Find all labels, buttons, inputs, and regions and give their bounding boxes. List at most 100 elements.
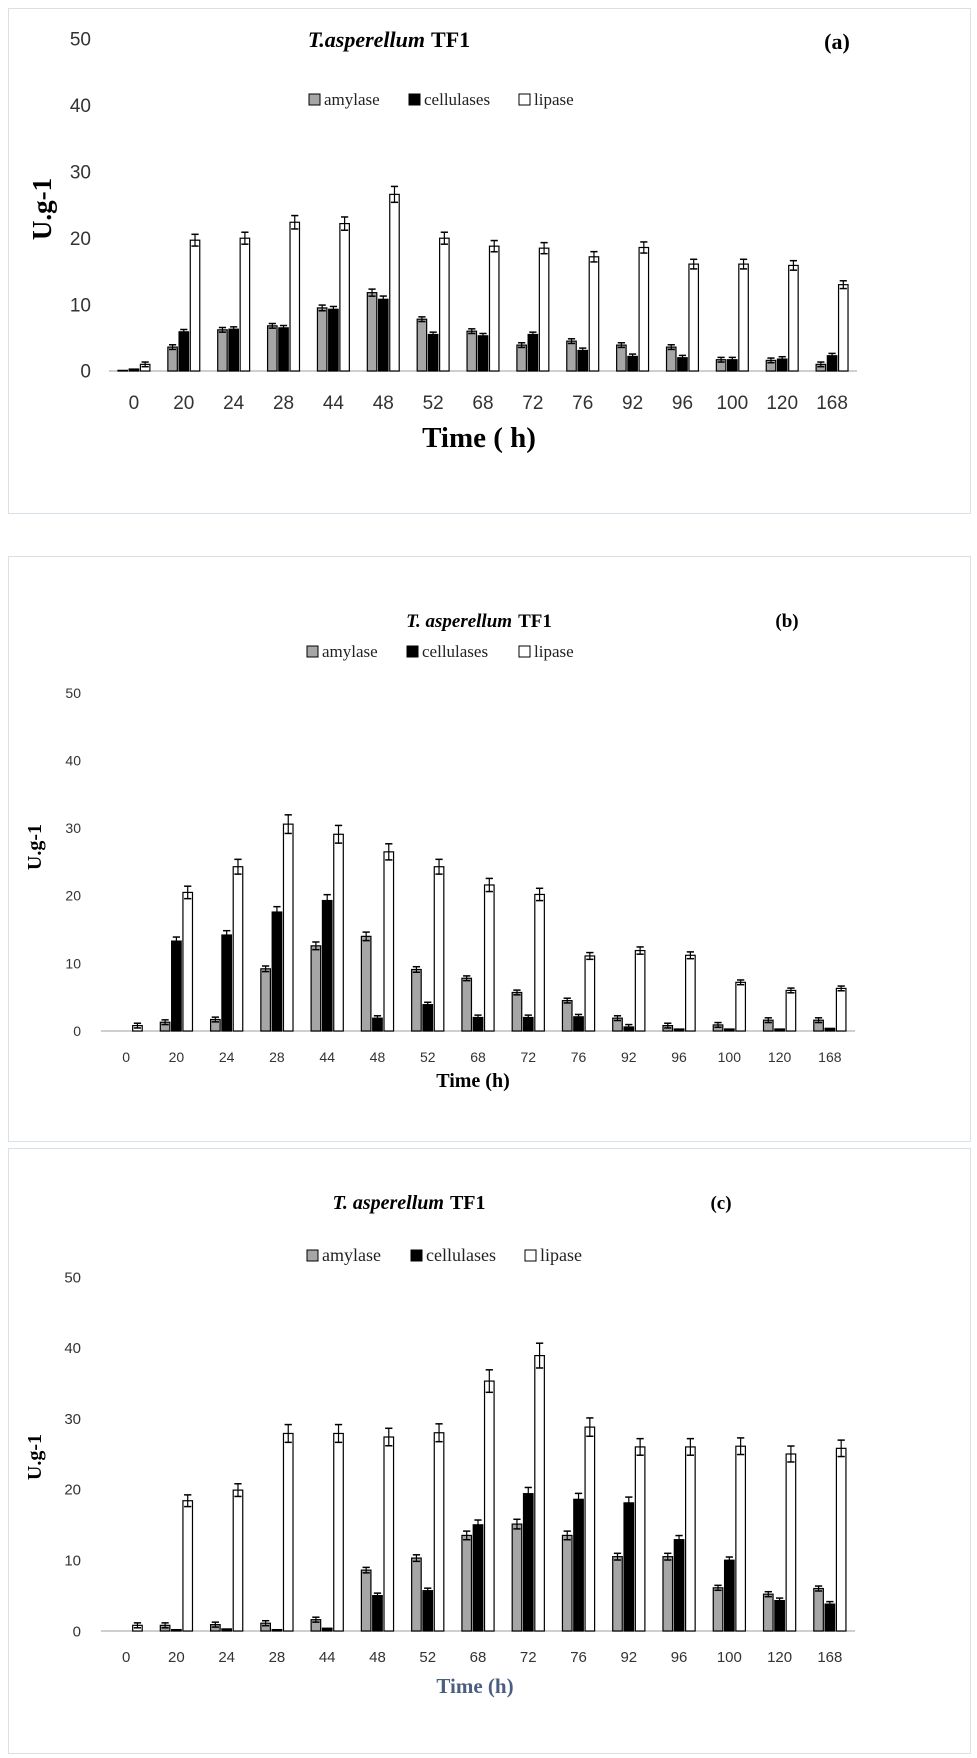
legend-swatch-amylase bbox=[306, 645, 319, 658]
bar-cellulases-168 bbox=[824, 1603, 836, 1632]
x-tick-label: 24 bbox=[219, 1049, 235, 1065]
x-tick-label: 0 bbox=[129, 393, 140, 414]
bar-cellulases-96 bbox=[673, 1028, 685, 1032]
chart-panel-c: T. asperellum TF1 (c) amylase cellulases lipa… bbox=[8, 1148, 971, 1754]
bar-amylase-68 bbox=[466, 330, 478, 372]
bar-lipase-20 bbox=[182, 891, 194, 1032]
legend-swatch-cellulases bbox=[406, 645, 419, 658]
bar-amylase-120 bbox=[762, 1593, 774, 1632]
bar-cellulases-100 bbox=[723, 1028, 735, 1032]
bar-lipase-120 bbox=[785, 989, 797, 1032]
bar-amylase-92 bbox=[612, 1556, 623, 1632]
y-tick-label: 0 bbox=[73, 1623, 81, 1640]
x-tick-label: 68 bbox=[472, 393, 493, 414]
x-tick-label: 92 bbox=[620, 1649, 637, 1666]
x-axis-label: Time (h) bbox=[436, 1674, 513, 1698]
bar-amylase-24 bbox=[217, 329, 228, 372]
bar-cellulases-48 bbox=[377, 298, 389, 372]
bar-amylase-72 bbox=[511, 991, 523, 1032]
bar-lipase-24 bbox=[239, 237, 251, 372]
x-tick-label: 68 bbox=[470, 1049, 486, 1065]
legend-label-lipase: lipase bbox=[534, 642, 574, 661]
x-tick-label: 96 bbox=[671, 1049, 687, 1065]
chart-title-species: T. asperellum bbox=[332, 1192, 444, 1214]
x-tick-label: 0 bbox=[122, 1049, 130, 1065]
legend-label-amylase: amylase bbox=[322, 1245, 381, 1265]
bar-lipase-92 bbox=[634, 1446, 646, 1632]
chart-a-svg: T.asperellum TF1 (a) amylase cellulases lipas… bbox=[27, 27, 857, 454]
x-tick-label: 48 bbox=[369, 1649, 386, 1666]
y-tick-label: 40 bbox=[65, 753, 81, 769]
bar-cellulases-28 bbox=[271, 911, 283, 1032]
y-tick-label: 50 bbox=[64, 1269, 81, 1286]
bar-amylase-76 bbox=[561, 1534, 573, 1632]
bar-lipase-72 bbox=[534, 893, 545, 1032]
x-tick-label: 120 bbox=[766, 393, 798, 414]
x-tick-label: 96 bbox=[671, 1649, 688, 1666]
bar-lipase-28 bbox=[282, 823, 294, 1032]
x-tick-label: 28 bbox=[269, 1649, 286, 1666]
x-tick-label: 72 bbox=[520, 1649, 537, 1666]
bar-cellulases-96 bbox=[673, 1539, 685, 1632]
bar-lipase-44 bbox=[333, 833, 344, 1032]
bar-amylase-72 bbox=[516, 344, 527, 372]
bar-cellulases-0 bbox=[128, 368, 140, 372]
x-tick-label: 48 bbox=[373, 393, 394, 414]
bar-cellulases-28 bbox=[278, 327, 289, 372]
bar-lipase-100 bbox=[735, 981, 747, 1032]
bar-cellulases-52 bbox=[422, 1590, 434, 1632]
chart-title: T.asperellum TF1 bbox=[308, 27, 470, 52]
bar-amylase-20 bbox=[167, 346, 178, 372]
chart-title-strain: TF1 bbox=[431, 27, 470, 52]
bar-lipase-96 bbox=[685, 954, 696, 1032]
chart-title: T. asperellum TF1 bbox=[332, 1192, 485, 1214]
y-tick-label: 0 bbox=[73, 1023, 81, 1039]
bar-cellulases-100 bbox=[723, 1559, 735, 1632]
x-tick-label: 48 bbox=[370, 1049, 386, 1065]
bar-amylase-0 bbox=[117, 369, 129, 372]
bar-amylase-52 bbox=[411, 1557, 422, 1632]
bar-lipase-100 bbox=[738, 263, 749, 372]
bar-cellulases-168 bbox=[824, 1027, 836, 1032]
bar-lipase-44 bbox=[339, 222, 350, 372]
bar-amylase-28 bbox=[266, 325, 278, 372]
bar-cellulases-48 bbox=[372, 1595, 383, 1632]
bar-lipase-68 bbox=[483, 884, 495, 1032]
x-tick-label: 24 bbox=[218, 1649, 235, 1666]
bar-lipase-28 bbox=[282, 1432, 294, 1632]
bar-amylase-100 bbox=[712, 1587, 724, 1632]
x-axis-label: Time ( h) bbox=[422, 422, 536, 454]
bar-lipase-92 bbox=[634, 949, 646, 1032]
bar-lipase-96 bbox=[688, 263, 700, 372]
x-tick-label: 168 bbox=[817, 1649, 842, 1666]
y-tick-label: 30 bbox=[64, 1411, 81, 1428]
y-tick-label: 0 bbox=[80, 362, 91, 383]
bar-cellulases-44 bbox=[321, 1627, 333, 1632]
y-tick-label: 10 bbox=[64, 1552, 81, 1569]
bar-amylase-68 bbox=[461, 1534, 473, 1632]
chart-title-strain: TF1 bbox=[450, 1192, 486, 1214]
x-tick-label: 28 bbox=[269, 1049, 285, 1065]
bar-amylase-48 bbox=[366, 292, 378, 372]
x-tick-label: 76 bbox=[572, 393, 593, 414]
x-tick-label: 52 bbox=[419, 1649, 436, 1666]
x-tick-label: 0 bbox=[122, 1649, 130, 1666]
x-tick-label: 72 bbox=[522, 393, 543, 414]
bar-cellulases-24 bbox=[228, 328, 240, 372]
legend-swatch-lipase bbox=[524, 1249, 537, 1262]
chart-title-strain: TF1 bbox=[518, 611, 552, 632]
bar-lipase-44 bbox=[333, 1432, 344, 1632]
bar-amylase-44 bbox=[310, 945, 322, 1032]
x-tick-label: 28 bbox=[273, 393, 294, 414]
x-tick-label: 92 bbox=[621, 1049, 637, 1065]
y-axis-label: U.g-1 bbox=[27, 178, 57, 240]
chart-c-svg: T. asperellum TF1 (c) amylase cellulases lipa… bbox=[24, 1192, 855, 1698]
legend-label-cellulases: cellulases bbox=[426, 1245, 496, 1265]
chart-title-species: T.asperellum bbox=[308, 27, 425, 52]
bar-amylase-48 bbox=[360, 1569, 372, 1632]
x-tick-label: 20 bbox=[168, 1649, 185, 1666]
legend-label-amylase: amylase bbox=[324, 90, 380, 109]
chart-title-species: T. asperellum bbox=[406, 611, 512, 632]
legend-swatch-lipase bbox=[518, 645, 531, 658]
y-tick-label: 20 bbox=[65, 888, 81, 904]
